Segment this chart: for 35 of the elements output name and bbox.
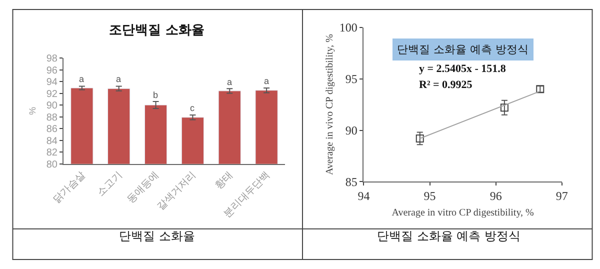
- y-tick-label: 98: [46, 54, 58, 64]
- text: 단백질 소화율 예측 방정식: [377, 229, 520, 243]
- y-tick-label: 95: [345, 72, 358, 86]
- text: 단백질 소화율 예측 방정식: [397, 43, 528, 56]
- annotation: R² = 0.9925: [419, 79, 473, 91]
- annotation: c: [190, 103, 195, 113]
- annotation: a: [227, 77, 232, 87]
- x-tick-label: 96: [490, 189, 502, 204]
- y-axis-title: %: [28, 106, 38, 115]
- y-tick-label: 90: [345, 123, 358, 138]
- y-tick-label: 80: [46, 159, 58, 170]
- x-tick-label: 95: [424, 189, 436, 204]
- annotation: y = 2.5405x - 151.8: [419, 63, 506, 75]
- chart-title: 조단백질 소화율: [109, 23, 205, 38]
- y-tick-label: 92: [46, 88, 58, 100]
- text: 단백질 소화율: [119, 229, 195, 243]
- annotation: a: [79, 74, 84, 84]
- y-tick-label: 82: [46, 148, 58, 159]
- annotation: a: [116, 74, 122, 84]
- y-tick-label: 86: [46, 124, 58, 136]
- point: [416, 134, 424, 142]
- y-tick-label: 100: [339, 20, 358, 35]
- y-axis-title: Average in vivo CP digestibility, %: [324, 34, 336, 176]
- x-tick-label: 94: [358, 189, 370, 204]
- y-tick-label: 94: [46, 77, 58, 88]
- annotation: b: [153, 90, 158, 100]
- y-tick-label: 88: [46, 112, 58, 124]
- x-tick-label: 97: [556, 189, 568, 204]
- y-tick-label: 85: [345, 174, 358, 189]
- y-tick-label: 84: [46, 136, 58, 147]
- y-tick-label: 96: [46, 65, 58, 76]
- point: [500, 104, 508, 112]
- annotation: a: [264, 76, 270, 86]
- y-tick-label: 90: [46, 100, 58, 112]
- x-axis-title: Average in vitro CP digestibility, %: [392, 208, 534, 219]
